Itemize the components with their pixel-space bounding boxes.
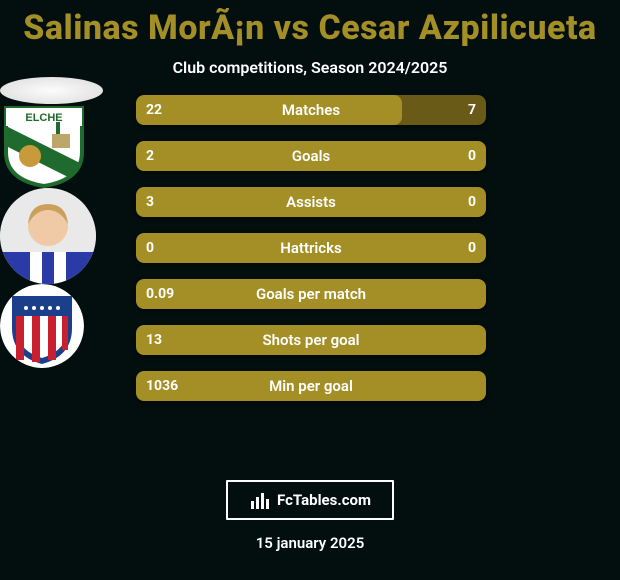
crest-icon: [0, 284, 84, 368]
stat-row: 00Hattricks: [136, 233, 486, 263]
bars-icon: [249, 489, 271, 511]
stat-row: 13Shots per goal: [136, 325, 486, 355]
player-left-club-badge: ELCHE: [0, 104, 88, 188]
stat-row: 227Matches: [136, 95, 486, 125]
stat-rows: 227Matches 20Goals 30Assists 00Hattricks 0.0…: [136, 95, 486, 417]
stat-row: 1036Min per goal: [136, 371, 486, 401]
stat-row: 0.09Goals per match: [136, 279, 486, 309]
content-wrap: Salinas MorÃ¡n vs Cesar Azpilicueta Club…: [0, 0, 620, 580]
stat-label: Goals per match: [136, 279, 486, 309]
page-title: Salinas MorÃ¡n vs Cesar Azpilicueta: [23, 8, 596, 48]
brand-text: FcTables.com: [277, 491, 371, 509]
page-subtitle: Club competitions, Season 2024/2025: [173, 58, 448, 77]
stat-label: Assists: [136, 187, 486, 217]
stat-row: 30Assists: [136, 187, 486, 217]
stat-row: 20Goals: [136, 141, 486, 171]
stat-label: Matches: [136, 95, 486, 125]
stat-label: Shots per goal: [136, 325, 486, 355]
stat-label: Hattricks: [136, 233, 486, 263]
avatar-icon: [0, 188, 96, 284]
player-right-avatar: [0, 188, 96, 284]
player-left-avatar: [0, 77, 103, 104]
stat-label: Min per goal: [136, 371, 486, 401]
footer-date: 15 january 2025: [256, 534, 365, 552]
comparison-arena: ELCHE: [0, 77, 620, 480]
stat-label: Goals: [136, 141, 486, 171]
player-right-club-badge: [0, 284, 84, 368]
brand-badge: FcTables.com: [226, 480, 394, 520]
shield-icon: ELCHE: [0, 104, 88, 188]
